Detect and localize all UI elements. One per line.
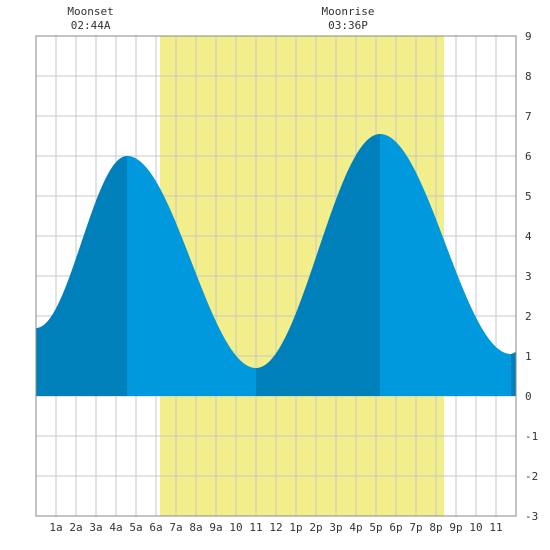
x-tick-label: 11 (249, 521, 262, 534)
x-tick-label: 12 (269, 521, 282, 534)
x-tick-label: 9p (449, 521, 462, 534)
x-tick-label: 7a (169, 521, 182, 534)
x-tick-label: 4a (109, 521, 122, 534)
x-tick-label: 3p (329, 521, 342, 534)
tide-area-falling (127, 156, 256, 396)
x-tick-label: 8p (429, 521, 442, 534)
x-tick-label: 1a (49, 521, 62, 534)
moon-event-name: Moonrise (322, 5, 375, 18)
plot-border (35, 35, 517, 517)
x-tick-label: 5a (129, 521, 142, 534)
y-tick-label: -3 (525, 510, 538, 523)
y-tick-label: 0 (525, 390, 532, 403)
x-tick-label: 2p (309, 521, 322, 534)
y-tick-label: -2 (525, 470, 538, 483)
x-tick-label: 10 (469, 521, 482, 534)
tide-area-falling (380, 134, 511, 396)
y-tick-label: 1 (525, 350, 532, 363)
x-tick-label: 8a (189, 521, 202, 534)
tide-area-rising (511, 352, 516, 396)
y-tick-label: 7 (525, 110, 532, 123)
moon-event-time: 02:44A (71, 19, 111, 32)
y-tick-label: 2 (525, 310, 532, 323)
x-tick-label: 1p (289, 521, 302, 534)
x-tick-label: 10 (229, 521, 242, 534)
y-tick-label: 3 (525, 270, 532, 283)
x-tick-label: 6p (389, 521, 402, 534)
x-tick-label: 2a (69, 521, 82, 534)
moon-event-time: 03:36P (328, 19, 368, 32)
x-tick-label: 7p (409, 521, 422, 534)
x-tick-label: 6a (149, 521, 162, 534)
x-tick-label: 9a (209, 521, 222, 534)
moon-event-name: Moonset (67, 5, 113, 18)
y-tick-label: 4 (525, 230, 532, 243)
y-tick-label: 8 (525, 70, 532, 83)
y-tick-label: 9 (525, 30, 532, 43)
x-tick-label: 11 (489, 521, 502, 534)
tide-area-rising (36, 156, 127, 396)
x-tick-label: 4p (349, 521, 362, 534)
y-tick-label: 6 (525, 150, 532, 163)
x-tick-label: 3a (89, 521, 102, 534)
tide-area-rising (256, 134, 380, 396)
x-tick-label: 5p (369, 521, 382, 534)
y-tick-label: -1 (525, 430, 538, 443)
y-tick-label: 5 (525, 190, 532, 203)
